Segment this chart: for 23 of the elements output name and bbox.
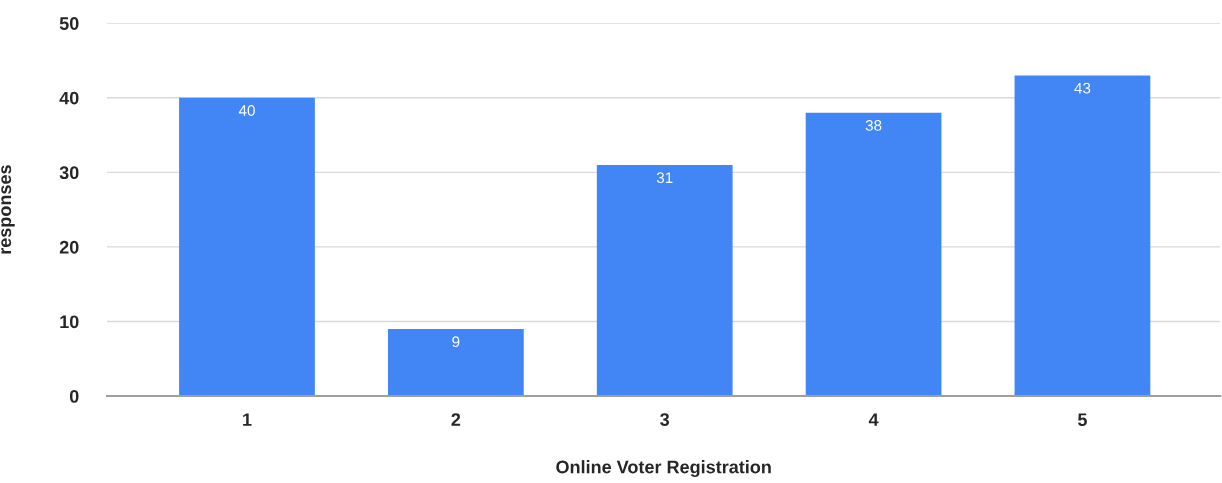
y-tick-label: 20 xyxy=(59,240,79,254)
bar xyxy=(387,328,524,397)
y-tick-label: 30 xyxy=(59,166,79,180)
y-axis-title: responses xyxy=(1,165,15,254)
data-label: 38 xyxy=(865,120,882,131)
x-tick-label: 3 xyxy=(660,413,670,427)
x-tick-label: 4 xyxy=(868,413,879,426)
data-label: 43 xyxy=(1074,82,1091,94)
bar xyxy=(596,164,733,397)
x-tick-label: 5 xyxy=(1077,413,1087,426)
x-tick-label: 1 xyxy=(243,413,252,426)
x-tick-label: 2 xyxy=(451,413,461,426)
data-label: 31 xyxy=(656,172,673,184)
bar xyxy=(179,97,315,397)
bar xyxy=(805,112,942,397)
data-label: 9 xyxy=(452,336,460,348)
data-label: 40 xyxy=(238,105,255,116)
x-axis-title: Online Voter Registration xyxy=(556,460,771,478)
y-tick-label: 10 xyxy=(60,315,79,329)
bar xyxy=(1014,75,1151,397)
y-tick-label: 0 xyxy=(69,389,79,403)
y-tick-label: 40 xyxy=(59,91,79,105)
y-tick-label: 50 xyxy=(59,17,79,30)
